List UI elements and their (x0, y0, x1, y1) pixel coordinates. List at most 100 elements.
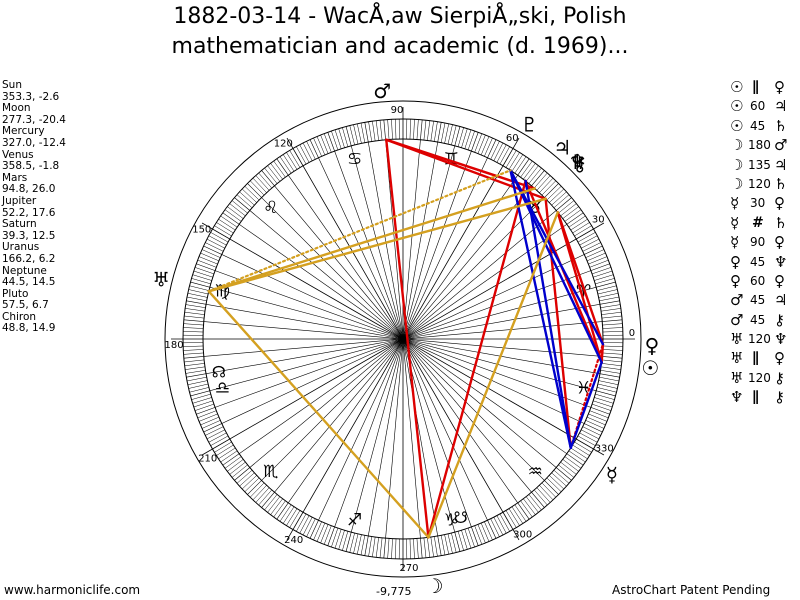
aspect-row: ☽ 180 ♂ (728, 136, 798, 155)
degree-tick (391, 119, 393, 140)
degree-tick (387, 119, 390, 140)
degree-tick (581, 429, 600, 440)
degree-tick (457, 127, 464, 147)
degree-tick (302, 142, 313, 161)
degree-tick (602, 349, 623, 351)
degree-tick (514, 504, 527, 522)
aspect-planet-1-glyph: ☽ (730, 174, 744, 193)
aspect-row: ☿ # ♄ (728, 214, 798, 233)
degree-tick (191, 393, 211, 400)
aspect-row: ♂ 45 ⚷ (728, 311, 798, 330)
degree-tick (185, 304, 206, 308)
degree-tick (477, 134, 486, 154)
aspect-row: ☿ 30 ♀ (728, 194, 798, 213)
degree-tick (553, 194, 570, 208)
aspect-planet-2-glyph: ♀ (774, 233, 785, 252)
aspect-line-uranus-chiron (207, 187, 536, 293)
degree-tick (387, 538, 390, 559)
degree-tick (595, 393, 615, 400)
degree-tick (577, 435, 596, 446)
degree-tick (434, 121, 438, 142)
degree-tick (585, 249, 605, 258)
aspect-line-uranus-neptune (207, 197, 547, 293)
degree-tick (598, 380, 619, 385)
degree-tick (444, 123, 449, 144)
degree-tick (286, 152, 298, 170)
planet-coords-chiron: 48.8, 14.9 (2, 322, 56, 335)
degree-tick (357, 534, 362, 555)
degree-tick (551, 472, 567, 487)
aspect-planet-2-glyph: ⚷ (774, 368, 785, 387)
degree-tick (601, 308, 621, 312)
aspect-type-label: 45 (750, 118, 766, 133)
degree-tick (508, 508, 520, 526)
planet-coords-neptune: 44.5, 14.5 (2, 276, 56, 289)
degree-tick (231, 464, 248, 478)
aspect-type-label: 120 (748, 370, 771, 385)
degree-tick (338, 530, 345, 550)
degree-tick (490, 518, 500, 537)
degree-tick (197, 410, 217, 419)
degree-tick (536, 487, 551, 503)
degree-tick (395, 119, 397, 140)
aspect-type-label: # (752, 214, 764, 231)
degree-tick (375, 537, 379, 558)
degree-tick (296, 513, 307, 532)
degree-label: 60 (506, 133, 519, 144)
degree-tick (189, 285, 210, 291)
degree-tick (568, 215, 586, 228)
planet-coords-mars: 94.8, 26.0 (2, 183, 56, 196)
degree-tick (229, 203, 246, 217)
aspect-planet-1-glyph: ☽ (730, 136, 744, 155)
aspect-type-label: 120 (748, 332, 771, 347)
degree-tick (186, 296, 207, 302)
degree-tick (511, 154, 524, 172)
aspect-type-label: 135 (748, 157, 771, 172)
degree-tick (467, 130, 475, 150)
planet-coords-moon: 277.3, -20.4 (2, 113, 66, 126)
degree-tick (241, 475, 257, 490)
degree-tick (252, 485, 267, 501)
degree-tick (541, 482, 557, 498)
degree-tick (239, 191, 255, 206)
planet-uranus-icon: ♅ (152, 268, 170, 292)
degree-tick (601, 363, 622, 367)
degree-tick (334, 529, 342, 549)
aspect-row: ♅ 120 ♆ (728, 330, 798, 349)
planet-coords-venus: 358.5, -1.8 (2, 160, 60, 173)
degree-tick (372, 121, 376, 141)
zodiac-aquarius-icon: ♒ (528, 462, 543, 482)
footer-website: www.harmoniclife.com (4, 583, 141, 597)
aspect-planet-1-glyph: ☉ (730, 97, 744, 116)
aspect-line-uranus-pluto (207, 169, 512, 293)
degree-tick (594, 274, 614, 281)
degree-tick (416, 119, 419, 140)
aspect-planet-1-glyph: ♆ (730, 388, 744, 407)
degree-tick (562, 459, 579, 472)
degree-tick (564, 456, 582, 469)
degree-tick (520, 160, 533, 178)
degree-tick (514, 156, 527, 174)
degree-tick (539, 485, 554, 501)
aspect-planet-2-glyph: ♆ (774, 330, 788, 349)
degree-tick (313, 521, 322, 541)
aspect-planet-1-glyph: ♅ (730, 368, 744, 387)
zodiac-cancer-icon: ♋ (347, 149, 362, 169)
degree-tick (184, 359, 205, 363)
degree-tick (570, 447, 588, 460)
degree-tick (193, 270, 213, 278)
degree-tick (592, 403, 612, 411)
degree-tick (564, 209, 582, 222)
degree-tick (560, 203, 577, 217)
degree-tick (594, 397, 614, 404)
aspect-type-label: 60 (750, 99, 766, 114)
degree-tick (496, 144, 507, 163)
planet-name-mercury: Mercury (2, 125, 45, 138)
degree-tick (227, 459, 244, 472)
degree-tick (368, 121, 372, 142)
degree-tick (205, 242, 224, 252)
degree-tick (391, 538, 393, 559)
aspect-row: ☽ 120 ♄ (728, 175, 798, 194)
degree-tick (194, 403, 214, 411)
degree-tick (379, 537, 383, 558)
